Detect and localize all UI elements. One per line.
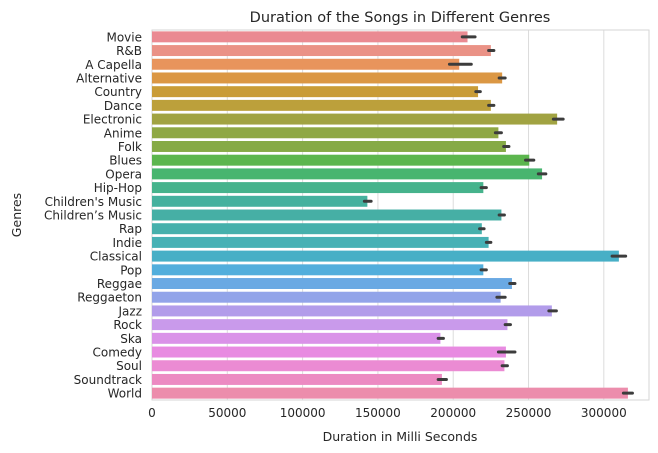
chart-title: Duration of the Songs in Different Genre… xyxy=(250,10,551,26)
y-tick-label: Country xyxy=(94,85,142,99)
y-tick-label: Soul xyxy=(116,359,142,373)
bar xyxy=(152,209,502,221)
x-tick-label: 300000 xyxy=(581,406,627,420)
y-tick-label: Pop xyxy=(120,263,142,277)
y-tick-label: Indie xyxy=(113,236,142,250)
y-tick-label: Reggaeton xyxy=(77,291,142,305)
bar xyxy=(152,182,484,194)
y-tick-label: Reggae xyxy=(97,277,142,291)
x-tick-layer: 0 50000 100000 150000 200000 250000 300000 xyxy=(148,406,627,420)
bar xyxy=(152,360,505,372)
y-tick-label: Ska xyxy=(120,332,142,346)
bar xyxy=(152,127,499,139)
y-tick-label: Comedy xyxy=(92,346,142,360)
bar xyxy=(152,58,460,70)
bar xyxy=(152,332,441,344)
x-tick-label: 200000 xyxy=(430,406,476,420)
error-bar-layer xyxy=(362,35,634,395)
x-tick-label: 50000 xyxy=(208,406,246,420)
y-tick-label: Hip-Hop xyxy=(94,181,142,195)
bar xyxy=(152,195,368,207)
bar xyxy=(152,278,512,289)
x-tick-label: 150000 xyxy=(355,406,401,420)
bar-layer xyxy=(152,31,628,399)
bar xyxy=(152,264,484,276)
y-tick-label: Alternative xyxy=(76,71,142,85)
y-tick-label: Classical xyxy=(90,250,142,264)
bar xyxy=(152,346,506,358)
bar xyxy=(152,86,479,98)
y-tick-label: Rap xyxy=(119,222,142,236)
y-tick-label: Opera xyxy=(105,167,142,181)
bar xyxy=(152,236,489,248)
y-tick-label: R&B xyxy=(116,44,142,58)
bar xyxy=(152,223,482,235)
y-tick-label: World xyxy=(108,387,142,401)
bar xyxy=(152,387,628,399)
y-axis-label: Genres xyxy=(9,193,24,237)
x-tick-label: 100000 xyxy=(280,406,326,420)
y-tick-label: Movie xyxy=(106,30,142,44)
bar xyxy=(152,154,530,166)
bar xyxy=(152,141,506,152)
y-tick-label: A Capella xyxy=(85,58,142,72)
y-tick-label: Electronic xyxy=(83,113,142,127)
y-tick-label: Rock xyxy=(113,318,142,332)
bar xyxy=(152,291,501,303)
y-tick-label: Blues xyxy=(109,154,142,168)
y-tick-label: Children's Music xyxy=(45,195,142,209)
bar xyxy=(152,250,619,262)
bar xyxy=(152,319,508,331)
y-tick-label: Soundtrack xyxy=(74,373,142,387)
y-tick-label: Children’s Music xyxy=(44,209,142,223)
bar xyxy=(152,72,503,84)
bar xyxy=(152,113,558,125)
y-tick-label: Dance xyxy=(104,99,142,113)
bar xyxy=(152,45,491,57)
x-tick-label: 250000 xyxy=(506,406,552,420)
bar xyxy=(152,373,442,385)
bar xyxy=(152,305,552,317)
y-tick-label: Jazz xyxy=(118,304,143,318)
x-tick-label: 0 xyxy=(148,406,156,420)
y-tick-label: Folk xyxy=(118,140,142,154)
bar xyxy=(152,99,491,111)
y-tick-label: Anime xyxy=(104,126,142,140)
bar xyxy=(152,168,543,180)
bar xyxy=(152,31,468,43)
x-axis-label: Duration in Milli Seconds xyxy=(323,429,478,444)
